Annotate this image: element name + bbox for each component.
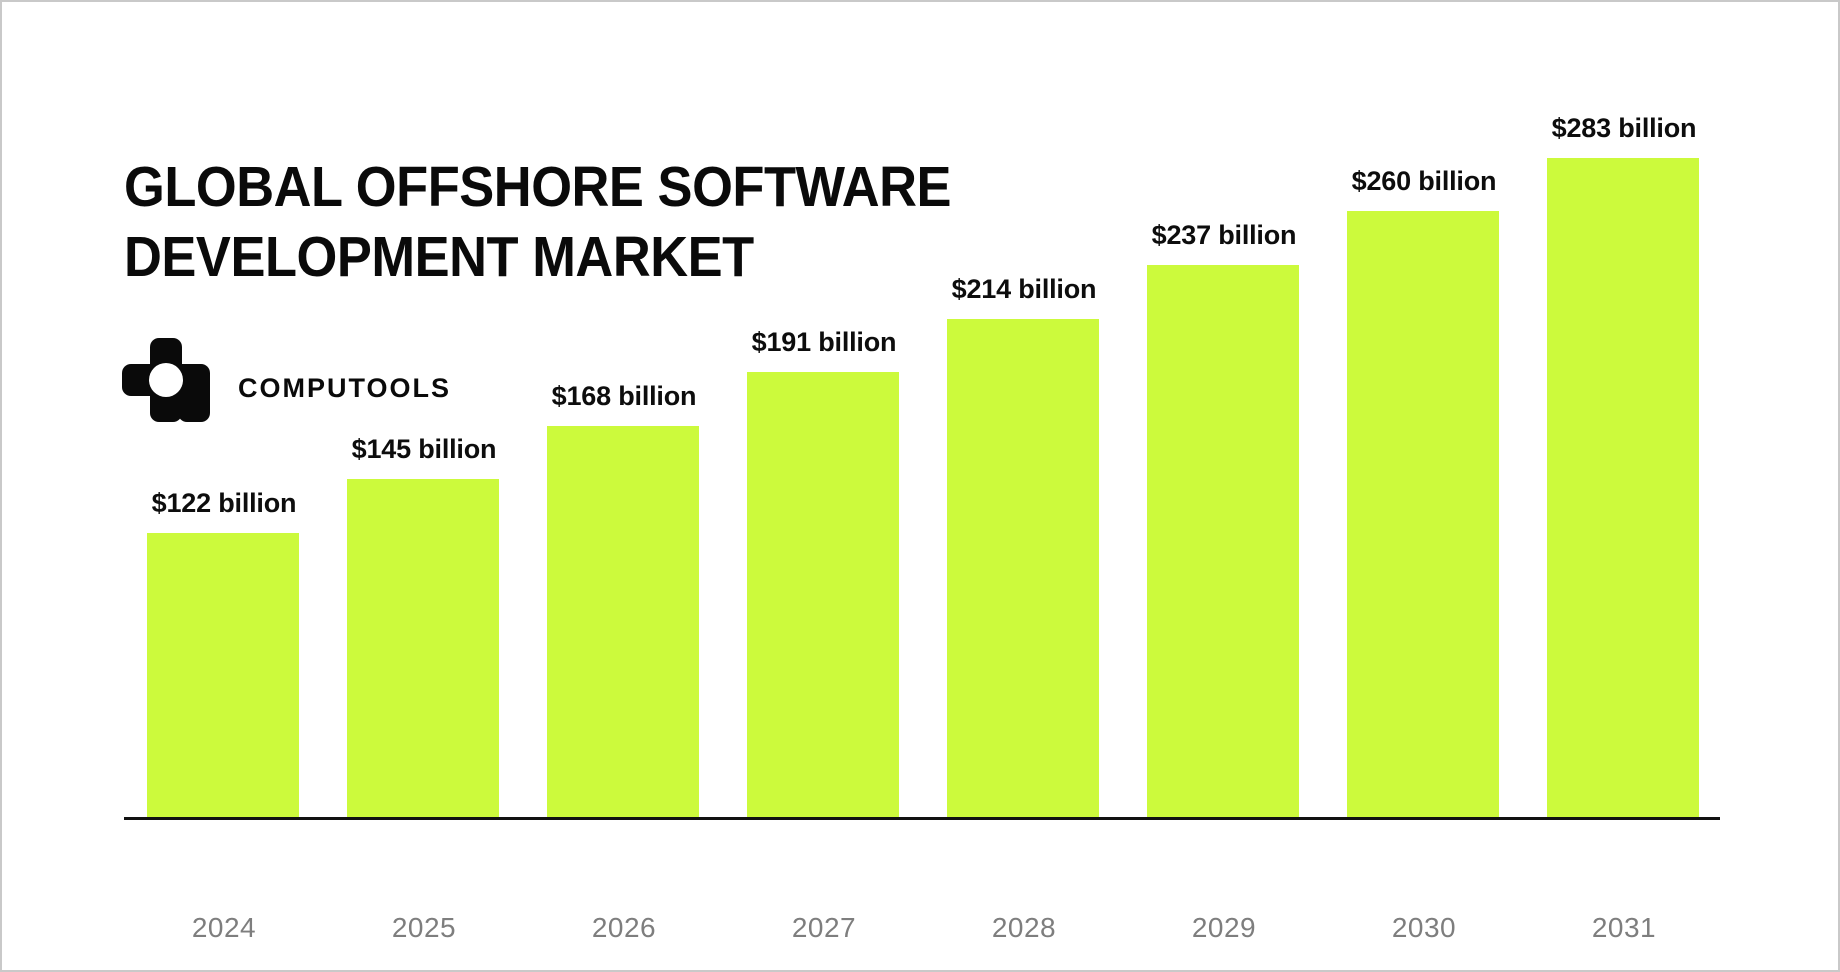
bar-group: $168 billion (524, 95, 724, 817)
brand-name: COMPUTOOLS (238, 372, 452, 403)
bar-group: $237 billion (1124, 95, 1324, 817)
x-tick-2027: 2027 (791, 912, 857, 943)
x-axis-line (124, 817, 1720, 820)
bar-value-label: $283 billion (1551, 113, 1697, 143)
x-tick-2025: 2025 (391, 912, 457, 943)
bar (1147, 265, 1299, 817)
bar-group: $260 billion (1324, 95, 1524, 817)
bar-group: $283 billion (1524, 95, 1724, 817)
x-tick-2026: 2026 (591, 912, 657, 943)
bar (547, 426, 699, 817)
x-tick-2028: 2028 (991, 912, 1057, 943)
x-tick-2029: 2029 (1191, 912, 1257, 943)
bar-value-label: $237 billion (1151, 220, 1297, 250)
bar-value-label: $214 billion (951, 274, 1097, 304)
brand-logo: COMPUTOOLS (122, 338, 451, 422)
x-tick-2031: 2031 (1591, 912, 1657, 943)
bar-group: $191 billion (724, 95, 924, 817)
bar (147, 533, 299, 817)
bar (347, 479, 499, 817)
bar-group: $145 billion (324, 95, 524, 817)
bar (947, 319, 1099, 817)
bar (747, 372, 899, 817)
page-title: GLOBAL OFFSHORE SOFTWARE DEVELOPMENT MAR… (124, 155, 952, 290)
bar-value-label: $122 billion (151, 488, 297, 518)
bar-value-label: $145 billion (351, 434, 497, 464)
computools-blocks-logo-icon (122, 338, 210, 422)
bar-group: $214 billion (924, 95, 1124, 817)
x-tick-2030: 2030 (1391, 912, 1457, 943)
bar-value-label: $260 billion (1351, 166, 1497, 196)
bar (1347, 211, 1499, 817)
bar-chart-plot: $122 billion $145 billion $168 billion $191… (124, 92, 1724, 943)
bar (1547, 158, 1699, 817)
bar-value-label: $168 billion (551, 381, 697, 411)
bar-group: $122 billion (124, 95, 324, 817)
bar-value-label: $191 billion (751, 327, 897, 357)
x-tick-2024: 2024 (191, 912, 257, 943)
